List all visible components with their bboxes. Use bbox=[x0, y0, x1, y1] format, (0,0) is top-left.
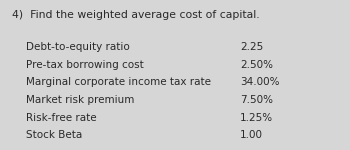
Text: 2.25: 2.25 bbox=[240, 42, 263, 52]
Text: Stock Beta: Stock Beta bbox=[26, 130, 83, 141]
Text: Pre-tax borrowing cost: Pre-tax borrowing cost bbox=[26, 60, 144, 70]
Text: Risk-free rate: Risk-free rate bbox=[26, 113, 97, 123]
Text: 4)  Find the weighted average cost of capital.: 4) Find the weighted average cost of cap… bbox=[12, 11, 260, 21]
Text: Debt-to-equity ratio: Debt-to-equity ratio bbox=[26, 42, 130, 52]
Text: Market risk premium: Market risk premium bbox=[26, 95, 135, 105]
Text: Marginal corporate income tax rate: Marginal corporate income tax rate bbox=[26, 77, 211, 87]
Text: 1.25%: 1.25% bbox=[240, 113, 273, 123]
Text: 2.50%: 2.50% bbox=[240, 60, 273, 70]
Text: 1.00: 1.00 bbox=[240, 130, 263, 141]
Text: 7.50%: 7.50% bbox=[240, 95, 273, 105]
Text: 34.00%: 34.00% bbox=[240, 77, 279, 87]
